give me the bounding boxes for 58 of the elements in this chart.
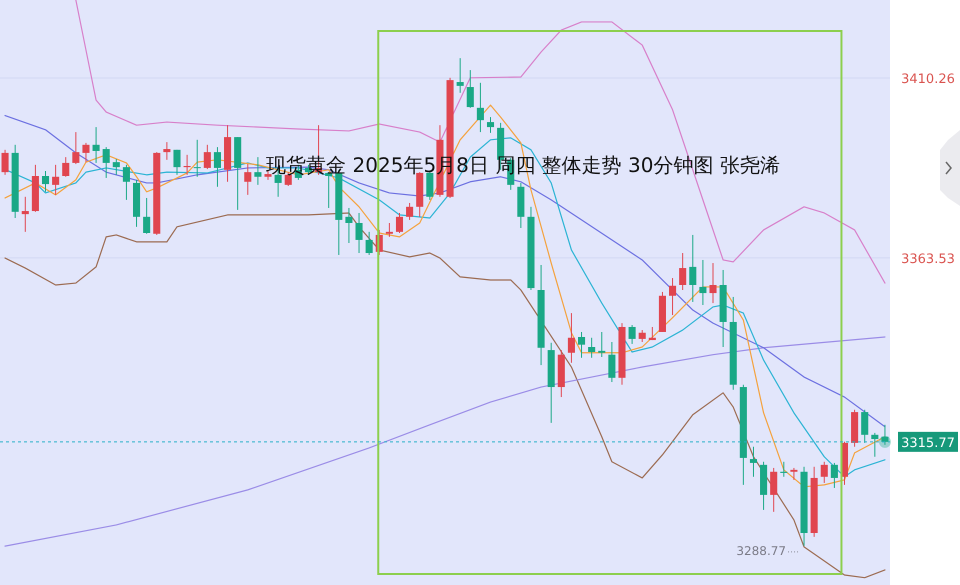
candlestick [143, 197, 150, 234]
candlestick [426, 172, 434, 200]
candlestick [406, 202, 414, 220]
candlestick [608, 341, 616, 383]
candlestick [366, 231, 373, 256]
candlestick [830, 462, 838, 488]
candlestick [122, 164, 130, 200]
candlestick [638, 330, 646, 342]
candlestick [568, 312, 575, 364]
annotation: 3288.77 [736, 544, 786, 558]
line-series [4, 114, 886, 428]
candlestick [214, 146, 221, 188]
candlestick [486, 116, 494, 134]
candlestick [82, 142, 90, 163]
candlestick [466, 70, 474, 108]
y-tick-label: 3410.26 [901, 72, 955, 87]
candlestick [112, 158, 120, 176]
candlestick [194, 139, 201, 178]
candlestick [2, 149, 9, 176]
candlestick [163, 142, 170, 160]
line-series [4, 336, 886, 547]
candlestick [244, 164, 252, 196]
line-series [4, 212, 886, 578]
candlestick [820, 461, 828, 484]
candlestick [254, 156, 262, 186]
candlestick [588, 337, 596, 358]
candlestick [790, 467, 798, 480]
candlestick [42, 170, 50, 192]
candlestick [871, 432, 878, 458]
candlestick [770, 467, 778, 512]
candlestick [396, 212, 404, 234]
candlestick [709, 262, 717, 304]
line-series [75, 0, 886, 284]
candlestick [22, 196, 29, 232]
candlestick [699, 259, 706, 306]
candlestick [881, 424, 888, 446]
candlestick [456, 58, 464, 94]
candlestick [72, 132, 80, 165]
candlestick [102, 146, 110, 178]
candlestick [62, 156, 70, 178]
candlestick [386, 222, 393, 238]
candlestick [92, 126, 100, 164]
candlestick [204, 144, 211, 170]
candlestick [173, 149, 181, 176]
candlestick [598, 331, 606, 358]
candlestick [578, 331, 586, 358]
candlestick [679, 252, 686, 290]
candlestick [628, 324, 636, 344]
y-tick-label: 3363.53 [901, 252, 955, 267]
candlestick [861, 409, 868, 444]
candlestick [52, 164, 60, 196]
candlestick [355, 212, 363, 254]
candlestick [476, 82, 484, 133]
ref-line-label: 3315.77 [901, 436, 955, 451]
candlestick [750, 446, 758, 478]
candlestick [345, 207, 352, 244]
candlestick [689, 234, 696, 302]
candlestick [669, 278, 676, 316]
